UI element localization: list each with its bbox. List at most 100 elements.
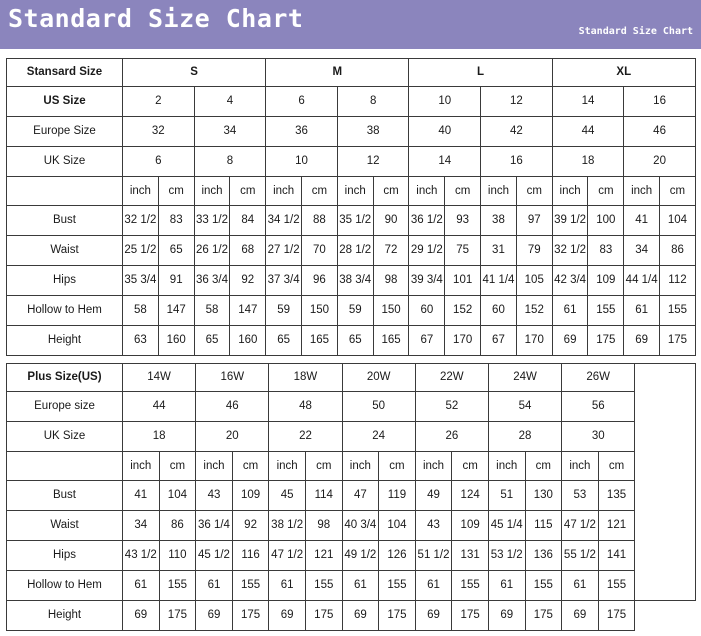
measure-value: 104 xyxy=(158,480,197,511)
measure-label: Hollow to Hem xyxy=(6,295,123,326)
measure-value: 135 xyxy=(597,480,636,511)
plus-size-22w: 22W xyxy=(414,363,489,392)
measure-value: 105 xyxy=(515,265,553,296)
measure-value: 100 xyxy=(587,205,625,236)
measure-value: 43 1/2 xyxy=(122,540,160,571)
measure-value: 38 1/2 xyxy=(268,510,306,541)
size-group-m: M xyxy=(265,58,410,87)
measure-value: 67 xyxy=(480,325,517,356)
size-value: 18 xyxy=(121,421,197,452)
measure-value: 104 xyxy=(378,510,416,541)
page-title: Standard Size Chart xyxy=(8,4,304,33)
measure-value: 61 xyxy=(561,570,599,601)
unit-inch: inch xyxy=(336,176,374,206)
measure-value: 124 xyxy=(451,480,489,511)
measure-label: Bust xyxy=(6,480,123,511)
size-value: 8 xyxy=(336,86,410,117)
size-value: 6 xyxy=(265,86,338,117)
size-value: 28 xyxy=(487,421,563,452)
measure-value: 112 xyxy=(659,265,696,296)
measure-value: 72 xyxy=(372,235,410,266)
banner-badge-label: Standard Size Chart xyxy=(578,26,693,37)
size-value: 26 xyxy=(414,421,489,452)
measure-value: 68 xyxy=(229,235,267,266)
measure-value: 67 xyxy=(408,325,446,356)
measure-value: 175 xyxy=(231,600,270,631)
measure-value: 36 1/2 xyxy=(408,205,446,236)
measure-value: 92 xyxy=(229,265,267,296)
measure-value: 43 xyxy=(195,480,233,511)
measure-value: 152 xyxy=(444,295,482,326)
measure-value: 88 xyxy=(301,205,338,236)
measure-value: 69 xyxy=(414,600,453,631)
size-value: 46 xyxy=(623,116,696,147)
measure-value: 65 xyxy=(265,325,303,356)
standard-size-table: Stansard Size S M L XL US Size 2 4 6 8 10 12 14 16 Eur… xyxy=(6,58,696,356)
unit-inch: inch xyxy=(268,451,306,481)
measure-value: 29 1/2 xyxy=(408,235,446,266)
measure-value: 34 1/2 xyxy=(265,205,303,236)
size-value: 6 xyxy=(122,146,195,177)
size-value: 10 xyxy=(265,146,338,177)
measure-value: 41 xyxy=(122,480,160,511)
measure-value: 155 xyxy=(587,295,625,326)
measure-label: Hips xyxy=(6,265,123,296)
unit-cm: cm xyxy=(659,176,696,206)
measure-value: 38 3/4 xyxy=(336,265,374,296)
size-value: 52 xyxy=(414,391,489,422)
measure-value: 155 xyxy=(158,570,197,601)
measure-value: 109 xyxy=(587,265,625,296)
size-value: 20 xyxy=(195,421,270,452)
measure-value: 98 xyxy=(304,510,343,541)
measure-value: 98 xyxy=(372,265,410,296)
size-value: 22 xyxy=(268,421,343,452)
size-value: 32 xyxy=(122,116,195,147)
unit-inch: inch xyxy=(480,176,517,206)
measure-value: 92 xyxy=(231,510,270,541)
measure-value: 79 xyxy=(515,235,553,266)
measure-value: 150 xyxy=(372,295,410,326)
unit-inch: inch xyxy=(487,451,526,481)
measure-value: 83 xyxy=(587,235,625,266)
size-value: 50 xyxy=(341,391,416,422)
measure-value: 47 xyxy=(341,480,380,511)
plus-table-empty-column xyxy=(634,363,697,601)
measure-label: Hips xyxy=(6,540,123,571)
measure-label: Height xyxy=(6,325,123,356)
measure-value: 170 xyxy=(515,325,553,356)
plus-size-18w: 18W xyxy=(268,363,343,392)
measure-value: 31 xyxy=(480,235,517,266)
measure-value: 136 xyxy=(524,540,563,571)
unit-cm: cm xyxy=(301,176,338,206)
measure-value: 40 3/4 xyxy=(341,510,380,541)
measure-value: 119 xyxy=(378,480,416,511)
size-value: 48 xyxy=(268,391,343,422)
measure-value: 155 xyxy=(524,570,563,601)
measure-value: 41 1/4 xyxy=(480,265,517,296)
plus-measure-hips: Hips 43 1/2 110 45 1/2 116 47 1/2 121 49 1/2 126… xyxy=(6,540,696,571)
measure-value: 155 xyxy=(451,570,489,601)
measure-value: 69 xyxy=(195,600,233,631)
measure-value: 96 xyxy=(301,265,338,296)
measure-value: 155 xyxy=(378,570,416,601)
measure-value: 93 xyxy=(444,205,482,236)
measure-value: 28 1/2 xyxy=(336,235,374,266)
plus-measure-bust: Bust 41 104 43 109 45 114 47 119 49 124 51 130 53 135 xyxy=(6,480,696,511)
plus-measure-hollow-to-hem: Hollow to Hem 61 155 61 155 61 155 61 155 61 155 61… xyxy=(6,570,696,601)
measure-value: 69 xyxy=(561,600,599,631)
size-value: 46 xyxy=(195,391,270,422)
measure-value: 61 xyxy=(122,570,160,601)
page-banner: Standard Size Chart Standard Size Chart xyxy=(0,0,701,49)
unit-cm: cm xyxy=(524,451,563,481)
unit-inch: inch xyxy=(193,176,231,206)
measure-value: 35 1/2 xyxy=(336,205,374,236)
measure-value: 39 3/4 xyxy=(408,265,446,296)
standard-row-uk-size: UK Size 6 8 10 12 14 16 18 20 xyxy=(6,146,696,177)
unit-cm: cm xyxy=(372,176,410,206)
row-label: Europe size xyxy=(6,391,123,422)
measure-label: Hollow to Hem xyxy=(6,570,123,601)
size-value: 10 xyxy=(408,86,482,117)
measure-value: 155 xyxy=(659,295,696,326)
measure-value: 41 xyxy=(623,205,661,236)
measure-value: 75 xyxy=(444,235,482,266)
